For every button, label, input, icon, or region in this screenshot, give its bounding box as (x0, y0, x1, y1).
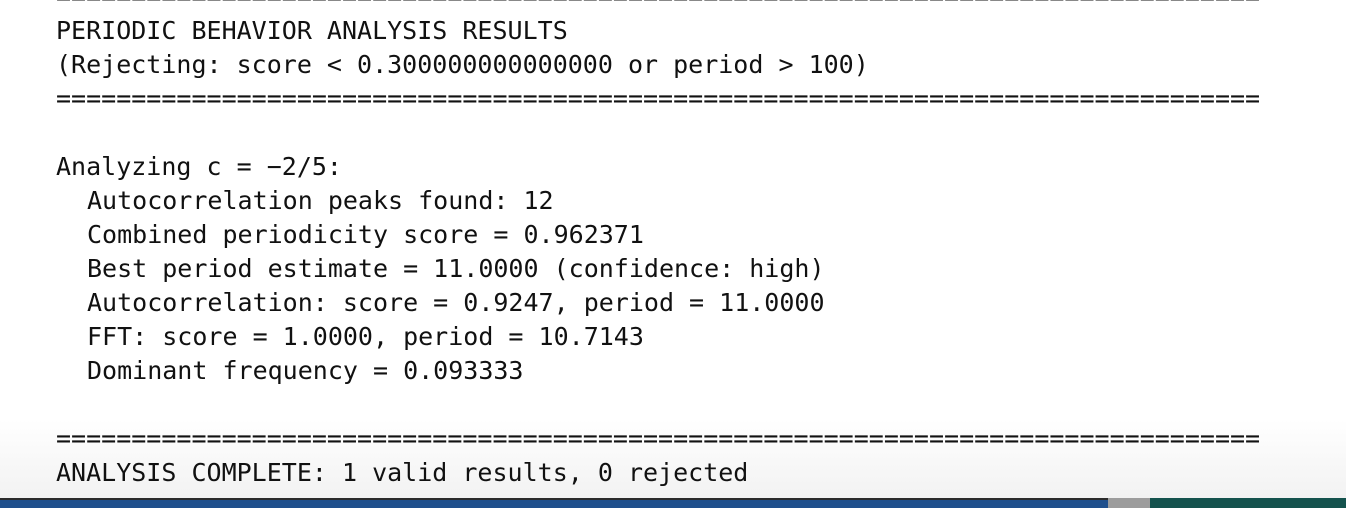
taskbar-right-segment (1150, 498, 1346, 508)
footer-separator-rule: ========================================… (56, 424, 1261, 453)
top-separator-rule: ========================================… (56, 0, 1260, 14)
bottom-fade (0, 420, 1346, 498)
taskbar-left-segment (0, 500, 1108, 508)
detail-combined-score: Combined periodicity score = 0.962371 (87, 220, 644, 249)
header-separator-rule: ========================================… (56, 84, 1261, 113)
detail-fft: FFT: score = 1.0000, period = 10.7143 (87, 322, 644, 351)
detail-peaks-found: Autocorrelation peaks found: 12 (87, 186, 554, 215)
detail-best-period: Best period estimate = 11.0000 (confiden… (87, 254, 825, 283)
results-header-title: PERIODIC BEHAVIOR ANALYSIS RESULTS (56, 16, 568, 45)
taskbar-divider (1108, 498, 1150, 508)
detail-autocorrelation: Autocorrelation: score = 0.9247, period … (87, 288, 825, 317)
analysis-summary: ANALYSIS COMPLETE: 1 valid results, 0 re… (56, 458, 749, 487)
analyzing-line: Analyzing c = −2/5: (56, 152, 342, 181)
detail-dominant-frequency: Dominant frequency = 0.093333 (87, 356, 524, 385)
rejection-criteria-line: (Rejecting: score < 0.300000000000000 or… (56, 50, 869, 79)
